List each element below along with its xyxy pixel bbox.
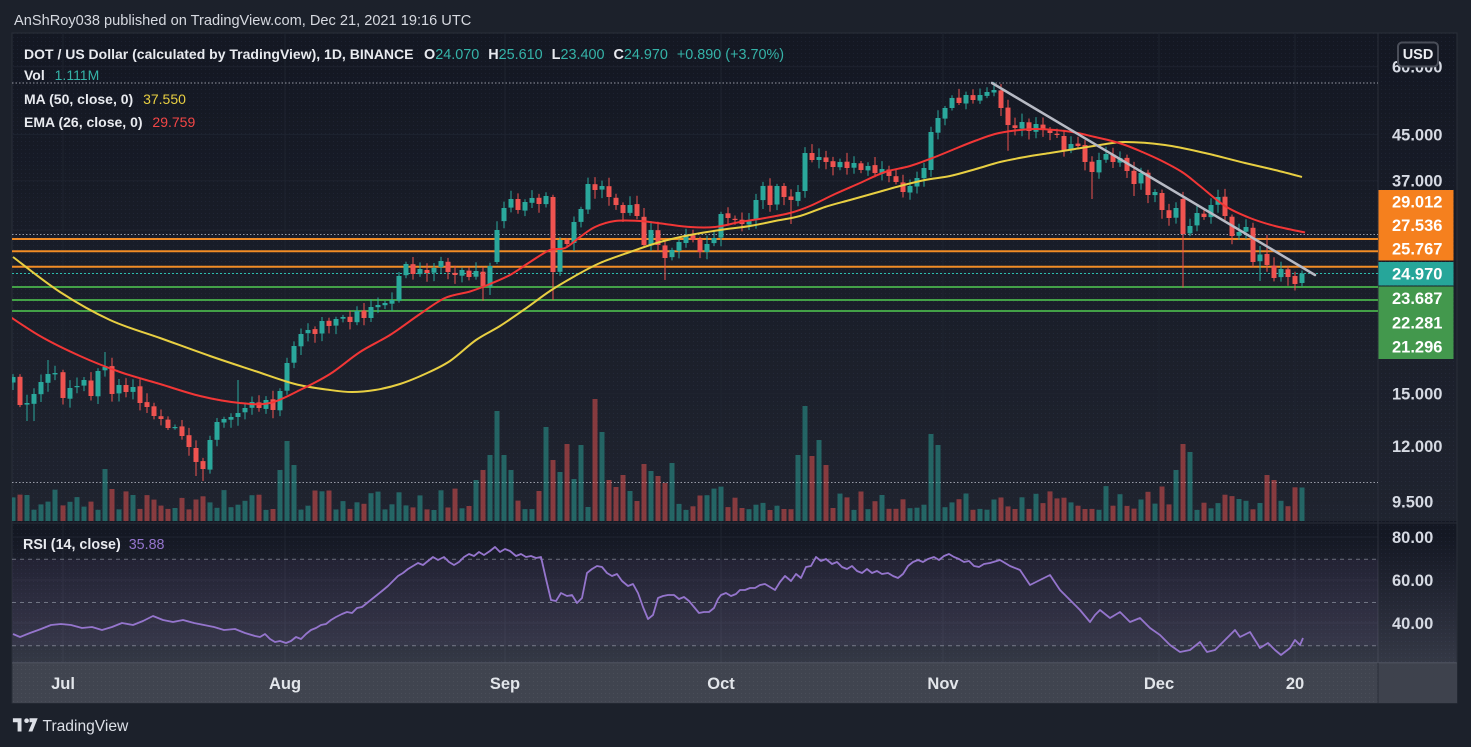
svg-text:Dec: Dec	[1144, 675, 1174, 693]
svg-text:12.000: 12.000	[1392, 438, 1442, 456]
svg-text:20: 20	[1286, 675, 1304, 693]
svg-text:Sep: Sep	[490, 675, 520, 693]
svg-text:23.687: 23.687	[1392, 290, 1442, 308]
svg-text:Vol 1.111M: Vol 1.111M	[24, 67, 99, 83]
svg-text:USD: USD	[1403, 47, 1434, 63]
svg-text:60.00: 60.00	[1392, 572, 1433, 590]
svg-text:Jul: Jul	[51, 675, 75, 693]
svg-text:25.767: 25.767	[1392, 240, 1442, 258]
svg-text:40.00: 40.00	[1392, 615, 1433, 633]
svg-text:MA (50, close, 0) 37.550: MA (50, close, 0) 37.550	[24, 91, 186, 107]
svg-text:24.970: 24.970	[1392, 265, 1442, 283]
svg-text:Aug: Aug	[269, 675, 301, 693]
svg-text:Oct: Oct	[707, 675, 735, 693]
svg-text:Nov: Nov	[927, 675, 959, 693]
svg-text:37.000: 37.000	[1392, 173, 1442, 191]
svg-text:45.000: 45.000	[1392, 127, 1442, 145]
svg-text:21.296: 21.296	[1392, 339, 1442, 357]
svg-text:29.012: 29.012	[1392, 193, 1442, 211]
svg-text:RSI (14, close) 35.88: RSI (14, close) 35.88	[23, 537, 165, 553]
svg-text:DOT / US Dollar (calculated by: DOT / US Dollar (calculated by TradingVi…	[24, 46, 413, 62]
svg-text:AnShRoy038 published on Tradin: AnShRoy038 published on TradingView.com,…	[14, 13, 471, 29]
svg-text:27.536: 27.536	[1392, 217, 1442, 235]
svg-text:22.281: 22.281	[1392, 314, 1442, 332]
svg-text:EMA (26, close, 0) 29.759: EMA (26, close, 0) 29.759	[24, 114, 195, 130]
svg-text:80.00: 80.00	[1392, 529, 1433, 547]
svg-text:15.000: 15.000	[1392, 386, 1442, 404]
svg-text:TradingView: TradingView	[43, 718, 130, 735]
svg-text:9.500: 9.500	[1392, 493, 1433, 511]
